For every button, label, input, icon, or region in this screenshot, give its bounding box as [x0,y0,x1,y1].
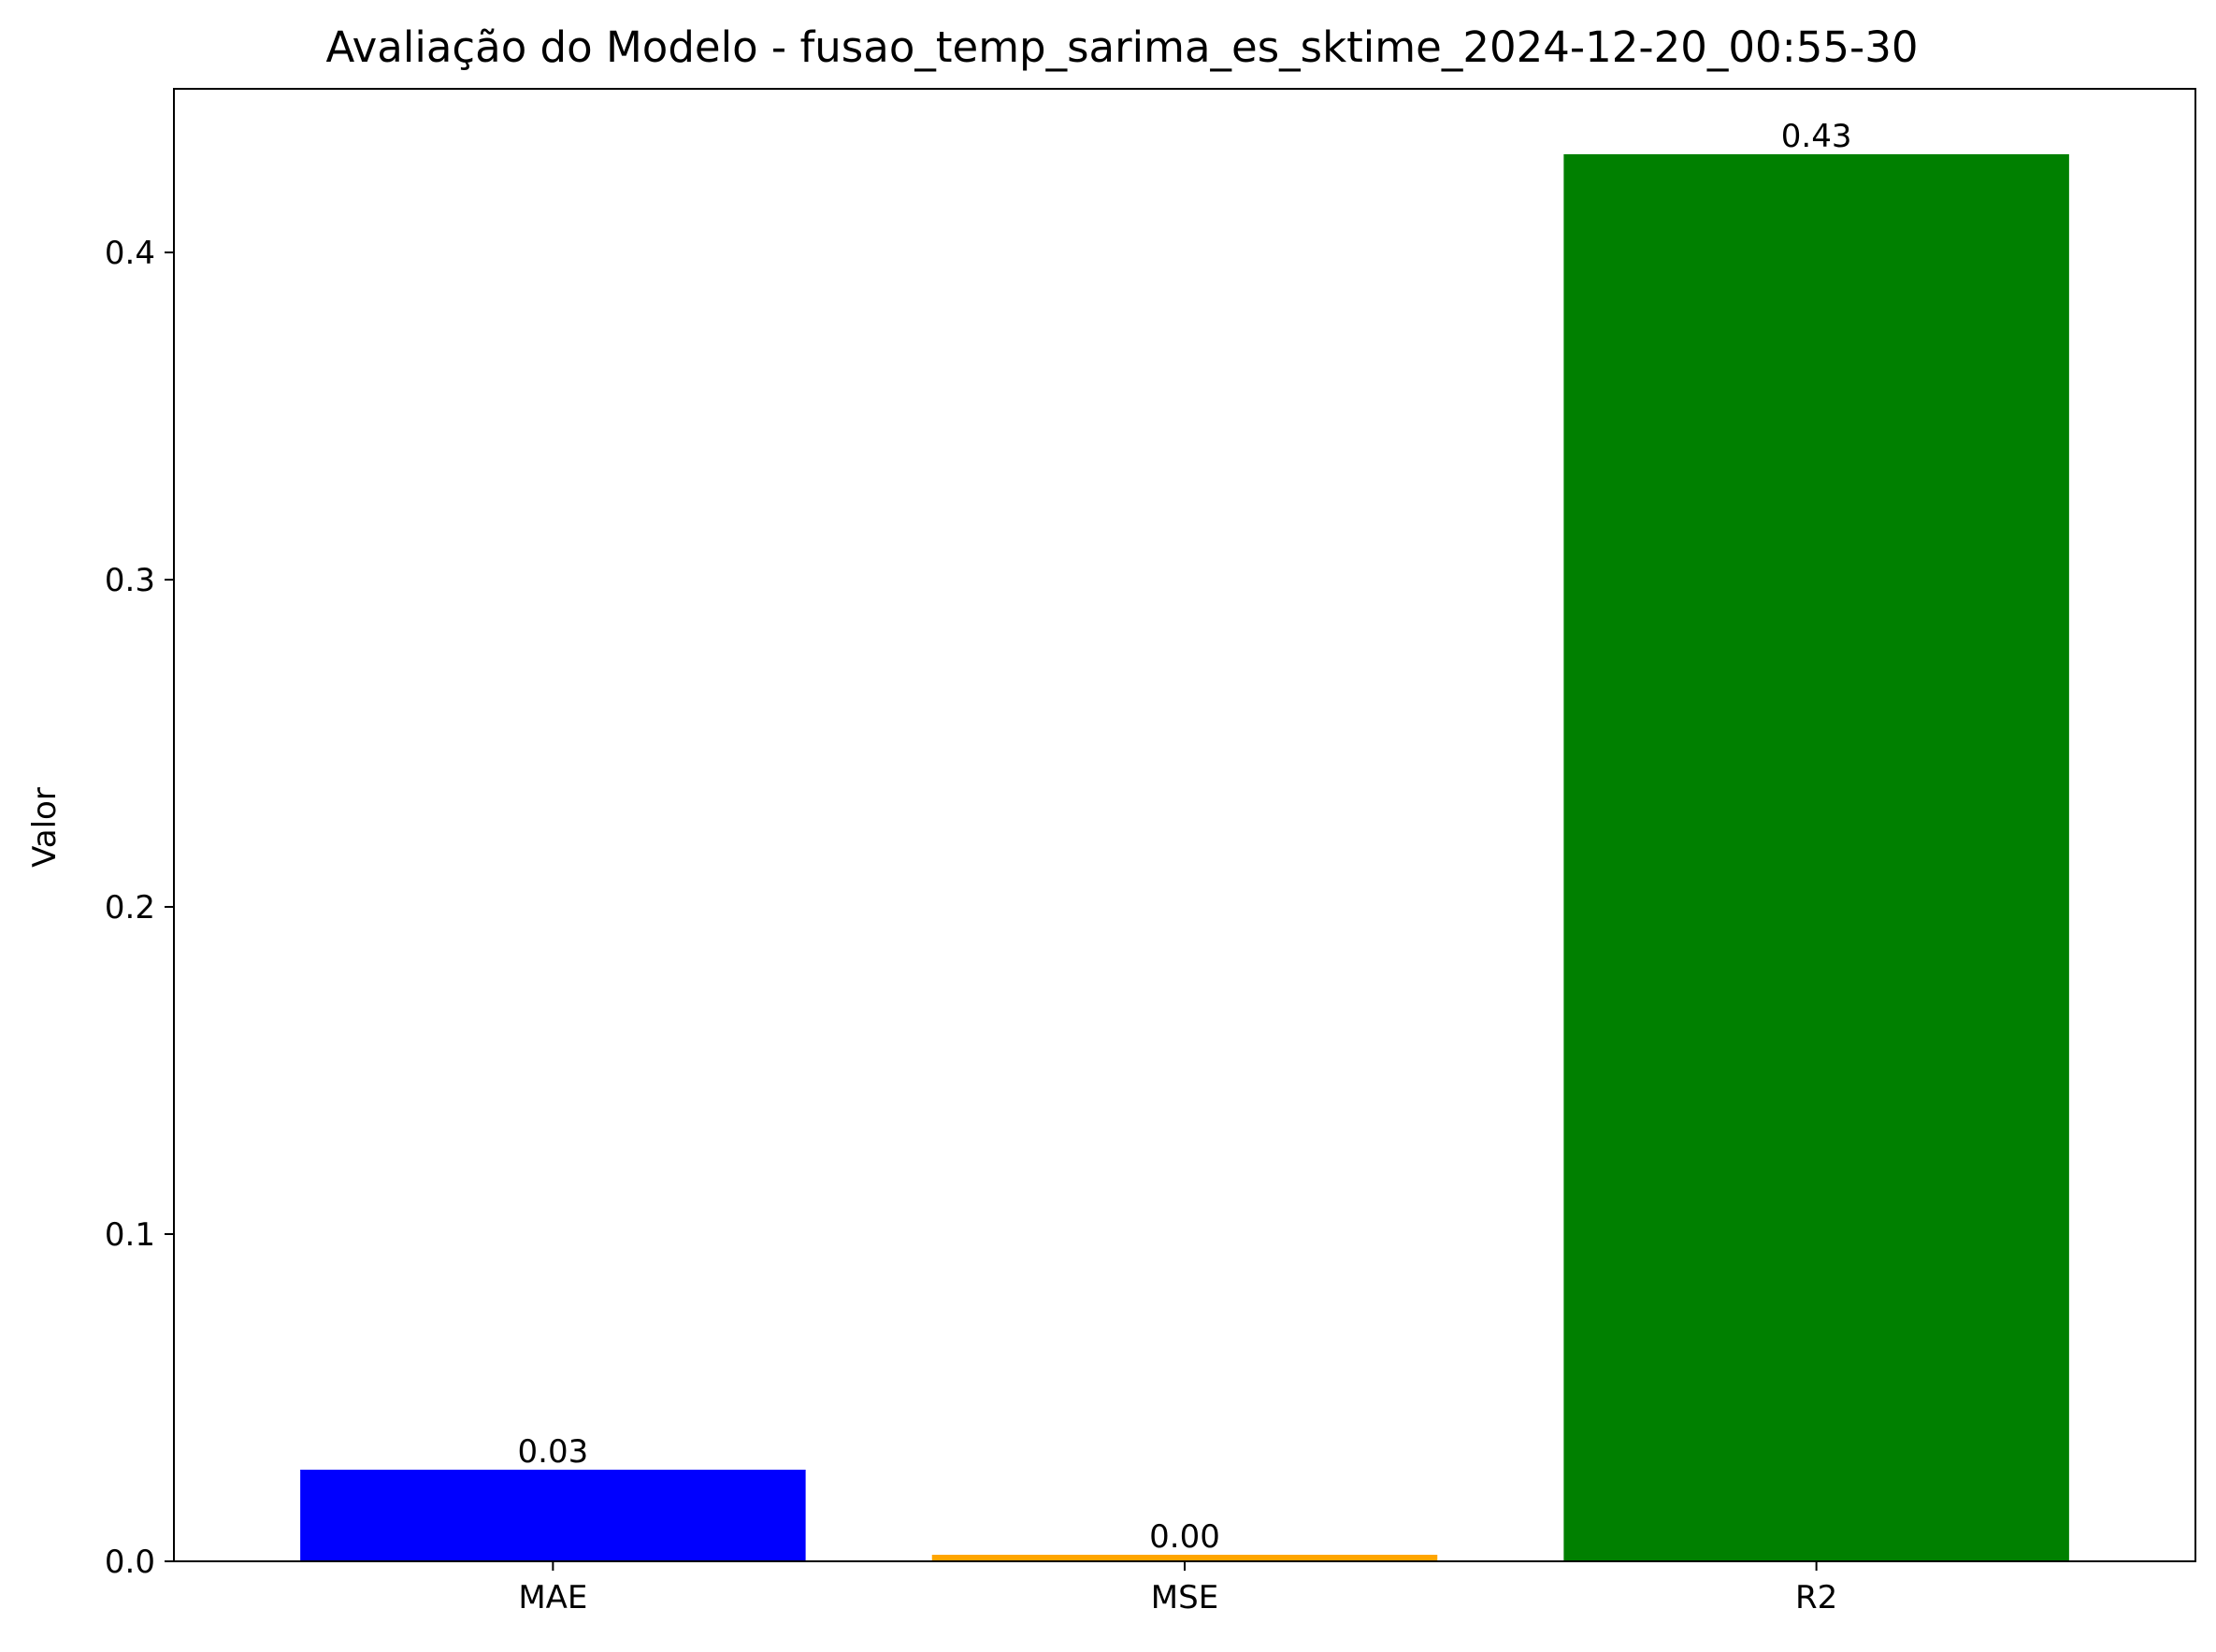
plot-frame [173,88,2196,1562]
y-axis-label: Valor [26,787,64,868]
y-tick-label: 0.0 [105,1544,155,1581]
bar-mse [931,1555,1438,1561]
x-tick-label-mse: MSE [1151,1579,1218,1616]
x-tick-label-mae: MAE [518,1579,587,1616]
data-label-r2: 0.43 [1781,118,1852,155]
bar-r2 [1563,154,2069,1561]
x-axis-ticks: MAE MSE R2 [518,1561,1837,1616]
y-axis-ticks: 0.0 0.1 0.2 0.3 0.4 [105,235,174,1581]
data-label-mae: 0.03 [518,1433,589,1471]
data-label-mse: 0.00 [1149,1518,1220,1556]
bar-mae [300,1470,806,1561]
chart-title: Avaliação do Modelo - fusao_temp_sarima_… [325,22,1918,72]
y-tick-label: 0.3 [105,562,155,599]
y-tick-label: 0.1 [105,1216,155,1254]
y-tick-label: 0.4 [105,235,155,272]
x-tick-label-r2: R2 [1795,1579,1837,1616]
y-tick-label: 0.2 [105,889,155,927]
bars-layer: 0.03 0.00 0.43 [300,118,2069,1561]
